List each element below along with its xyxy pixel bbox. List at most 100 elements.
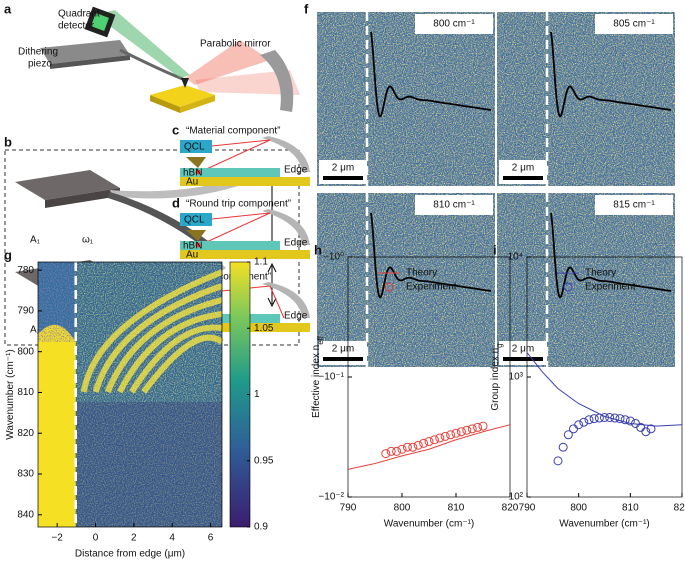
- colorbar-tick-label: 0.95: [254, 455, 274, 466]
- y-tick-label: −10⁻¹: [318, 372, 344, 383]
- marker: [419, 438, 429, 448]
- marker: [558, 442, 568, 452]
- x-axis-label: Wavenumber (cm⁻¹): [559, 519, 649, 530]
- marker: [440, 431, 450, 441]
- panel-label: b: [4, 134, 12, 149]
- marker: [646, 424, 656, 434]
- y-tick-label: 840: [17, 509, 34, 520]
- y-axis-label-subscript: g: [495, 343, 504, 347]
- decoration: [497, 193, 675, 367]
- label: Quadrant: [58, 9, 100, 20]
- marker: [408, 442, 418, 452]
- decoration: [180, 241, 280, 250]
- decoration: [180, 140, 212, 153]
- decoration: [595, 14, 673, 34]
- y-tick-label: 10²: [509, 492, 524, 503]
- label: A₁: [30, 235, 41, 246]
- label: ω₁: [82, 235, 94, 246]
- y-tick-label: 820: [17, 428, 34, 439]
- legend-swatch: [563, 282, 573, 292]
- decoration: [195, 242, 201, 248]
- marker: [473, 422, 483, 432]
- marker: [579, 417, 589, 427]
- label: QCL: [184, 142, 205, 153]
- marker: [435, 433, 445, 443]
- y-tick-label: 830: [17, 469, 34, 480]
- y-axis-label-text: Group index n: [490, 348, 501, 411]
- y-tick-label: −10⁻²: [318, 492, 344, 503]
- marker: [615, 414, 625, 424]
- label: Edge: [284, 311, 308, 322]
- marker: [641, 427, 651, 437]
- setup-diagram: [40, 6, 300, 113]
- decoration: [180, 213, 212, 226]
- marker: [446, 430, 456, 440]
- decoration: [317, 193, 495, 367]
- marker: [402, 442, 412, 452]
- x-tick-label: 6: [208, 533, 214, 544]
- y-axis-label-subscript: eff: [316, 335, 325, 345]
- legend-label: Experiment: [585, 282, 636, 293]
- y-tick-label: 780: [17, 265, 34, 276]
- panel-title: “Direct component”: [186, 272, 271, 283]
- decoration: [370, 31, 492, 118]
- marker: [397, 444, 407, 454]
- marker: [456, 427, 466, 437]
- x-axis-label: Distance from edge (μm): [75, 549, 185, 560]
- marker: [594, 413, 604, 423]
- decoration: [415, 14, 493, 34]
- y-tick-label: 10³: [509, 372, 524, 383]
- marker: [553, 456, 563, 466]
- decoration: [550, 212, 672, 299]
- y-tick-label: −10⁰: [323, 252, 344, 263]
- marker: [620, 415, 630, 425]
- legend-label: Theory: [585, 268, 616, 279]
- x-tick-label: 4: [169, 533, 175, 544]
- panel-label: d: [172, 195, 180, 210]
- marker: [424, 437, 434, 447]
- frame-label: 815 cm⁻¹: [613, 200, 655, 211]
- marker: [584, 415, 594, 425]
- decoration: [262, 282, 310, 318]
- decoration: [323, 176, 363, 180]
- label: Au: [186, 177, 198, 188]
- decoration: [211, 212, 271, 220]
- decoration: [262, 136, 310, 172]
- panel-label: g: [4, 247, 12, 262]
- legend-label: Experiment: [406, 282, 457, 293]
- marker: [605, 412, 615, 422]
- label: piezo: [28, 59, 52, 70]
- x-tick-label: −2: [51, 533, 63, 544]
- line: [526, 352, 683, 427]
- decoration: [262, 209, 310, 245]
- decoration: [186, 230, 206, 241]
- legend-swatch: [384, 282, 394, 292]
- decoration: [195, 169, 201, 175]
- marker: [381, 449, 391, 459]
- marker: [600, 412, 609, 422]
- scale-bar-label: 2 μm: [512, 163, 534, 174]
- colorbar-tick-label: 1.05: [254, 323, 274, 334]
- label: QCL: [184, 215, 205, 226]
- x-tick-label: 800: [394, 503, 411, 514]
- scale-bar-label: 2 μm: [332, 344, 354, 355]
- line: [347, 424, 511, 470]
- scale-bar-label: 2 μm: [332, 163, 354, 174]
- panel-label: f: [304, 1, 309, 16]
- x-tick-label: 0: [93, 533, 99, 544]
- decoration: [323, 357, 363, 361]
- panel-label: a: [4, 1, 12, 16]
- label: A₂: [30, 325, 41, 336]
- x-tick-label: 800: [570, 503, 587, 514]
- marker: [610, 413, 620, 423]
- y-axis-label: Effective index neff: [311, 335, 325, 418]
- marker: [589, 414, 599, 424]
- x-tick-label: 810: [448, 503, 465, 514]
- x-tick-label: 2: [131, 533, 137, 544]
- panel-title: “Round trip component”: [186, 199, 291, 210]
- marker: [563, 430, 573, 440]
- x-tick-label: 790: [519, 503, 536, 514]
- decoration: [317, 12, 495, 186]
- decoration: [186, 157, 206, 168]
- decoration: [211, 139, 271, 147]
